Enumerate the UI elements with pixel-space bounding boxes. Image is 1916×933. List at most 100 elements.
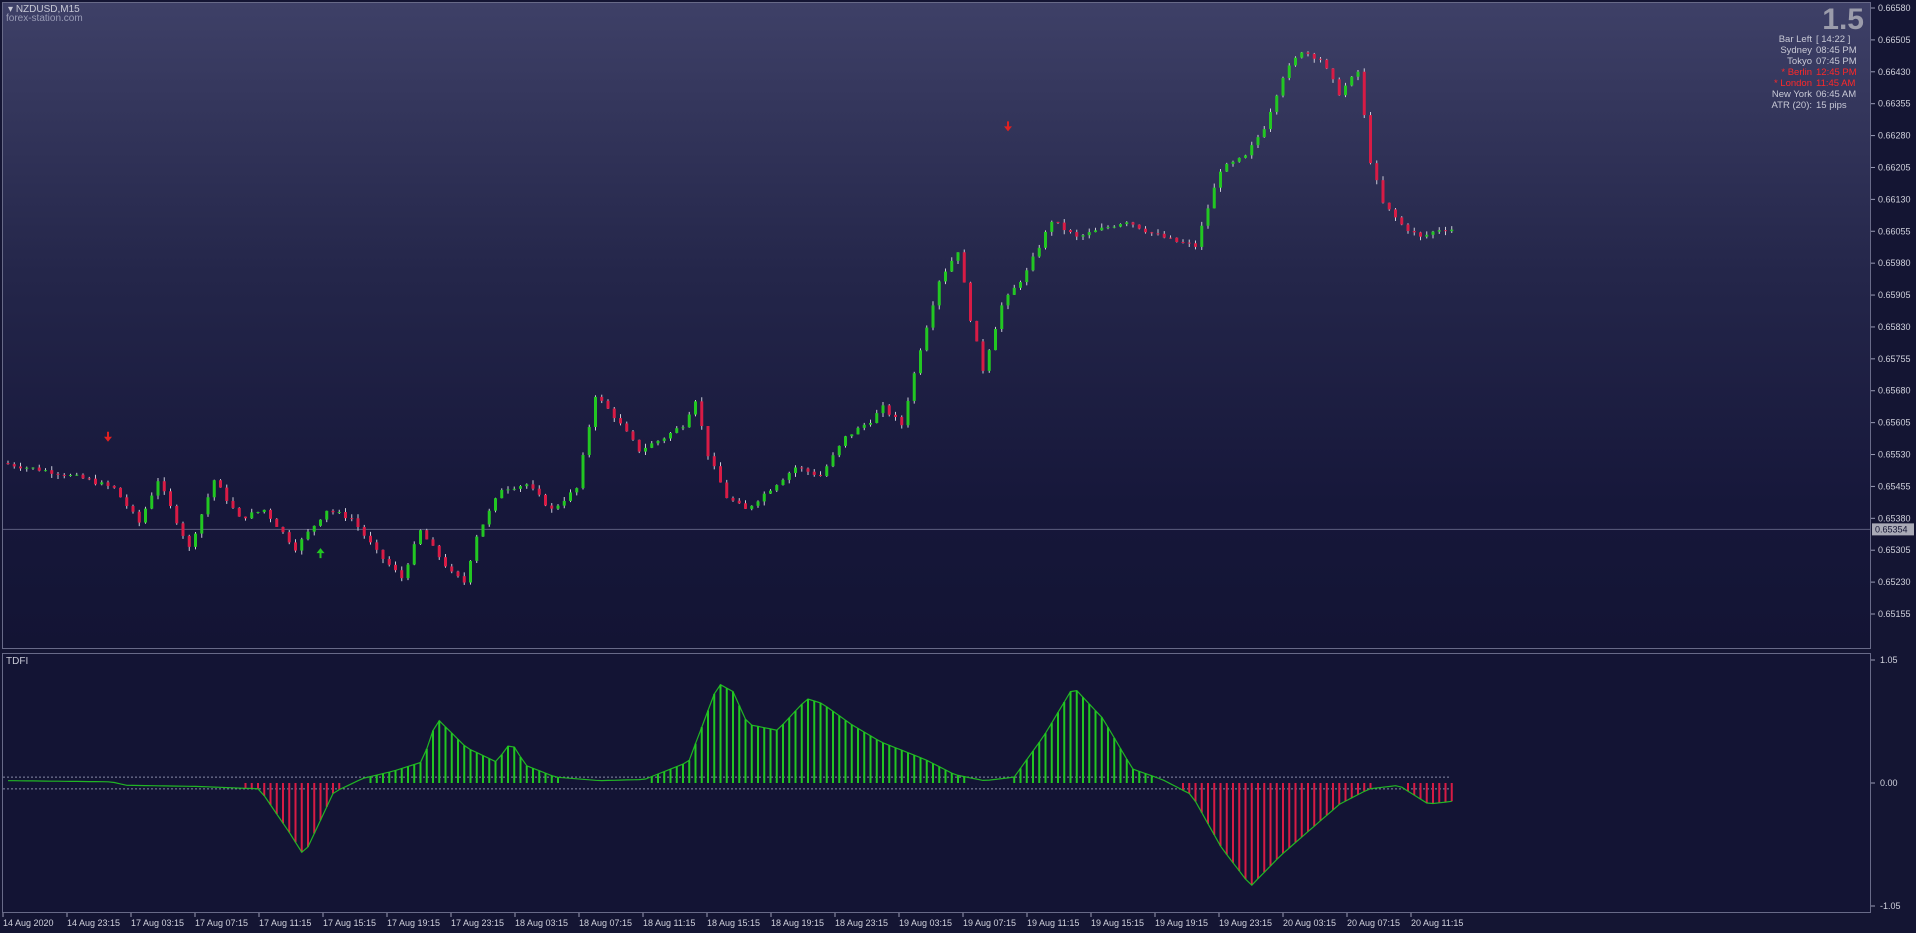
- candle-bull: [144, 508, 147, 523]
- candle-bull: [1356, 71, 1360, 77]
- candle-bull: [850, 434, 854, 437]
- candle-bear: [1406, 224, 1410, 231]
- tdfi-line: [8, 683, 1452, 887]
- candle-bear: [1444, 230, 1447, 232]
- time-tick-label: 17 Aug 11:15: [259, 918, 311, 928]
- candle-bull: [650, 443, 654, 448]
- candle-bull: [1244, 155, 1247, 158]
- candle-bull: [950, 260, 954, 272]
- candle-bull: [856, 427, 860, 435]
- candle-bear: [456, 571, 460, 577]
- candle-bull: [200, 514, 204, 534]
- session-label: Sydney: [1780, 45, 1812, 56]
- candle-bull: [1431, 231, 1435, 235]
- price-tick-label: 0.66430: [1878, 67, 1911, 77]
- candle-bear: [331, 510, 335, 513]
- tdfi-tick-label: 0.00: [1880, 778, 1898, 788]
- time-tick-label: 17 Aug 23:15: [451, 918, 504, 928]
- session-label: ATR (20):: [1771, 100, 1812, 111]
- candle-bear: [437, 545, 441, 558]
- candle-bear: [381, 549, 385, 560]
- candle-bear: [737, 500, 741, 504]
- time-tick-label: 18 Aug 23:15: [835, 918, 888, 928]
- candle-bear: [81, 474, 85, 479]
- candle-bull: [1300, 52, 1304, 58]
- candle-bull: [1000, 305, 1004, 330]
- candle-bull: [694, 401, 697, 415]
- candle-bull: [556, 505, 560, 509]
- candle-bull: [1212, 187, 1216, 209]
- candle-bear: [706, 426, 710, 457]
- candle-bull: [869, 422, 872, 425]
- candle-bull: [1219, 171, 1222, 188]
- candle-bull: [1087, 232, 1091, 236]
- candle-bull: [1031, 256, 1035, 271]
- candle-bear: [806, 468, 810, 472]
- candle-bull: [587, 427, 591, 456]
- candle-bull: [775, 485, 779, 491]
- candle-bull: [1287, 65, 1291, 78]
- candle-bull: [1294, 57, 1297, 66]
- candle-bull: [562, 500, 566, 506]
- candle-bear: [1131, 222, 1135, 225]
- tdfi-indicator-name: TDFI: [6, 656, 29, 667]
- candle-bear: [1331, 68, 1335, 80]
- candle-bull: [1081, 235, 1085, 237]
- candle-bear: [894, 414, 897, 418]
- candle-bull: [500, 489, 504, 499]
- candle-bear: [394, 564, 397, 571]
- session-label: * Berlin: [1781, 67, 1812, 78]
- price-tick-label: 0.65530: [1878, 450, 1911, 460]
- candle-bear: [1319, 58, 1322, 60]
- price-chart-pane[interactable]: [2, 2, 1871, 649]
- candle-bear: [1387, 202, 1391, 210]
- arrow-down-icon: [1004, 121, 1012, 132]
- candle-bear: [1381, 180, 1385, 203]
- candle-bear: [362, 527, 366, 536]
- candle-bull: [1106, 227, 1110, 229]
- price-tick-label: 0.65755: [1878, 354, 1911, 364]
- symbol-label[interactable]: ▾ NZDUSD,M15: [8, 5, 80, 15]
- candle-bull: [1281, 77, 1285, 96]
- candle-bear: [1062, 222, 1066, 231]
- price-tick-label: 0.65980: [1878, 258, 1911, 268]
- candle-bull: [250, 512, 254, 519]
- candle-bear: [281, 526, 285, 533]
- candle-bull: [687, 414, 691, 428]
- candle-bull: [212, 480, 216, 498]
- time-tick-label: 19 Aug 11:15: [1027, 918, 1079, 928]
- candle-bull: [881, 405, 885, 414]
- time-tick-label: 20 Aug 07:15: [1347, 918, 1400, 928]
- candle-bear: [1162, 233, 1166, 238]
- candle-bear: [106, 482, 110, 486]
- session-value: 07:45 PM: [1816, 56, 1857, 67]
- session-row: ATR (20): 15 pips: [1772, 100, 1866, 111]
- candle-bear: [387, 559, 391, 565]
- candle-bear: [612, 408, 616, 419]
- candle-bear: [1312, 53, 1316, 59]
- chevron-down-icon[interactable]: ▾: [8, 4, 14, 15]
- candle-bull: [987, 350, 991, 371]
- candle-bear: [1069, 230, 1072, 233]
- time-tick-label: 18 Aug 19:15: [771, 918, 824, 928]
- candle-bull: [312, 525, 316, 532]
- candle-bear: [812, 471, 816, 475]
- candle-bull: [319, 519, 322, 526]
- candle-bear: [600, 396, 604, 401]
- candle-bull: [206, 497, 210, 515]
- price-tick-label: 0.65380: [1878, 513, 1911, 523]
- candle-bear: [1369, 115, 1372, 164]
- candle-bull: [956, 252, 960, 261]
- candle-bull: [569, 492, 572, 501]
- price-tick-label: 0.65455: [1878, 481, 1911, 491]
- candle-bear: [1056, 221, 1060, 223]
- time-tick-label: 17 Aug 19:15: [387, 918, 440, 928]
- candle-bear: [1156, 233, 1160, 235]
- candle-bull: [337, 511, 341, 513]
- candle-bull: [862, 424, 866, 428]
- price-tick-label: 0.66205: [1878, 162, 1911, 172]
- current-price-marker: [1872, 523, 1914, 536]
- current-price-label: 0.65354: [1875, 524, 1908, 534]
- candle-bear: [287, 532, 291, 543]
- candle-bear: [550, 505, 554, 509]
